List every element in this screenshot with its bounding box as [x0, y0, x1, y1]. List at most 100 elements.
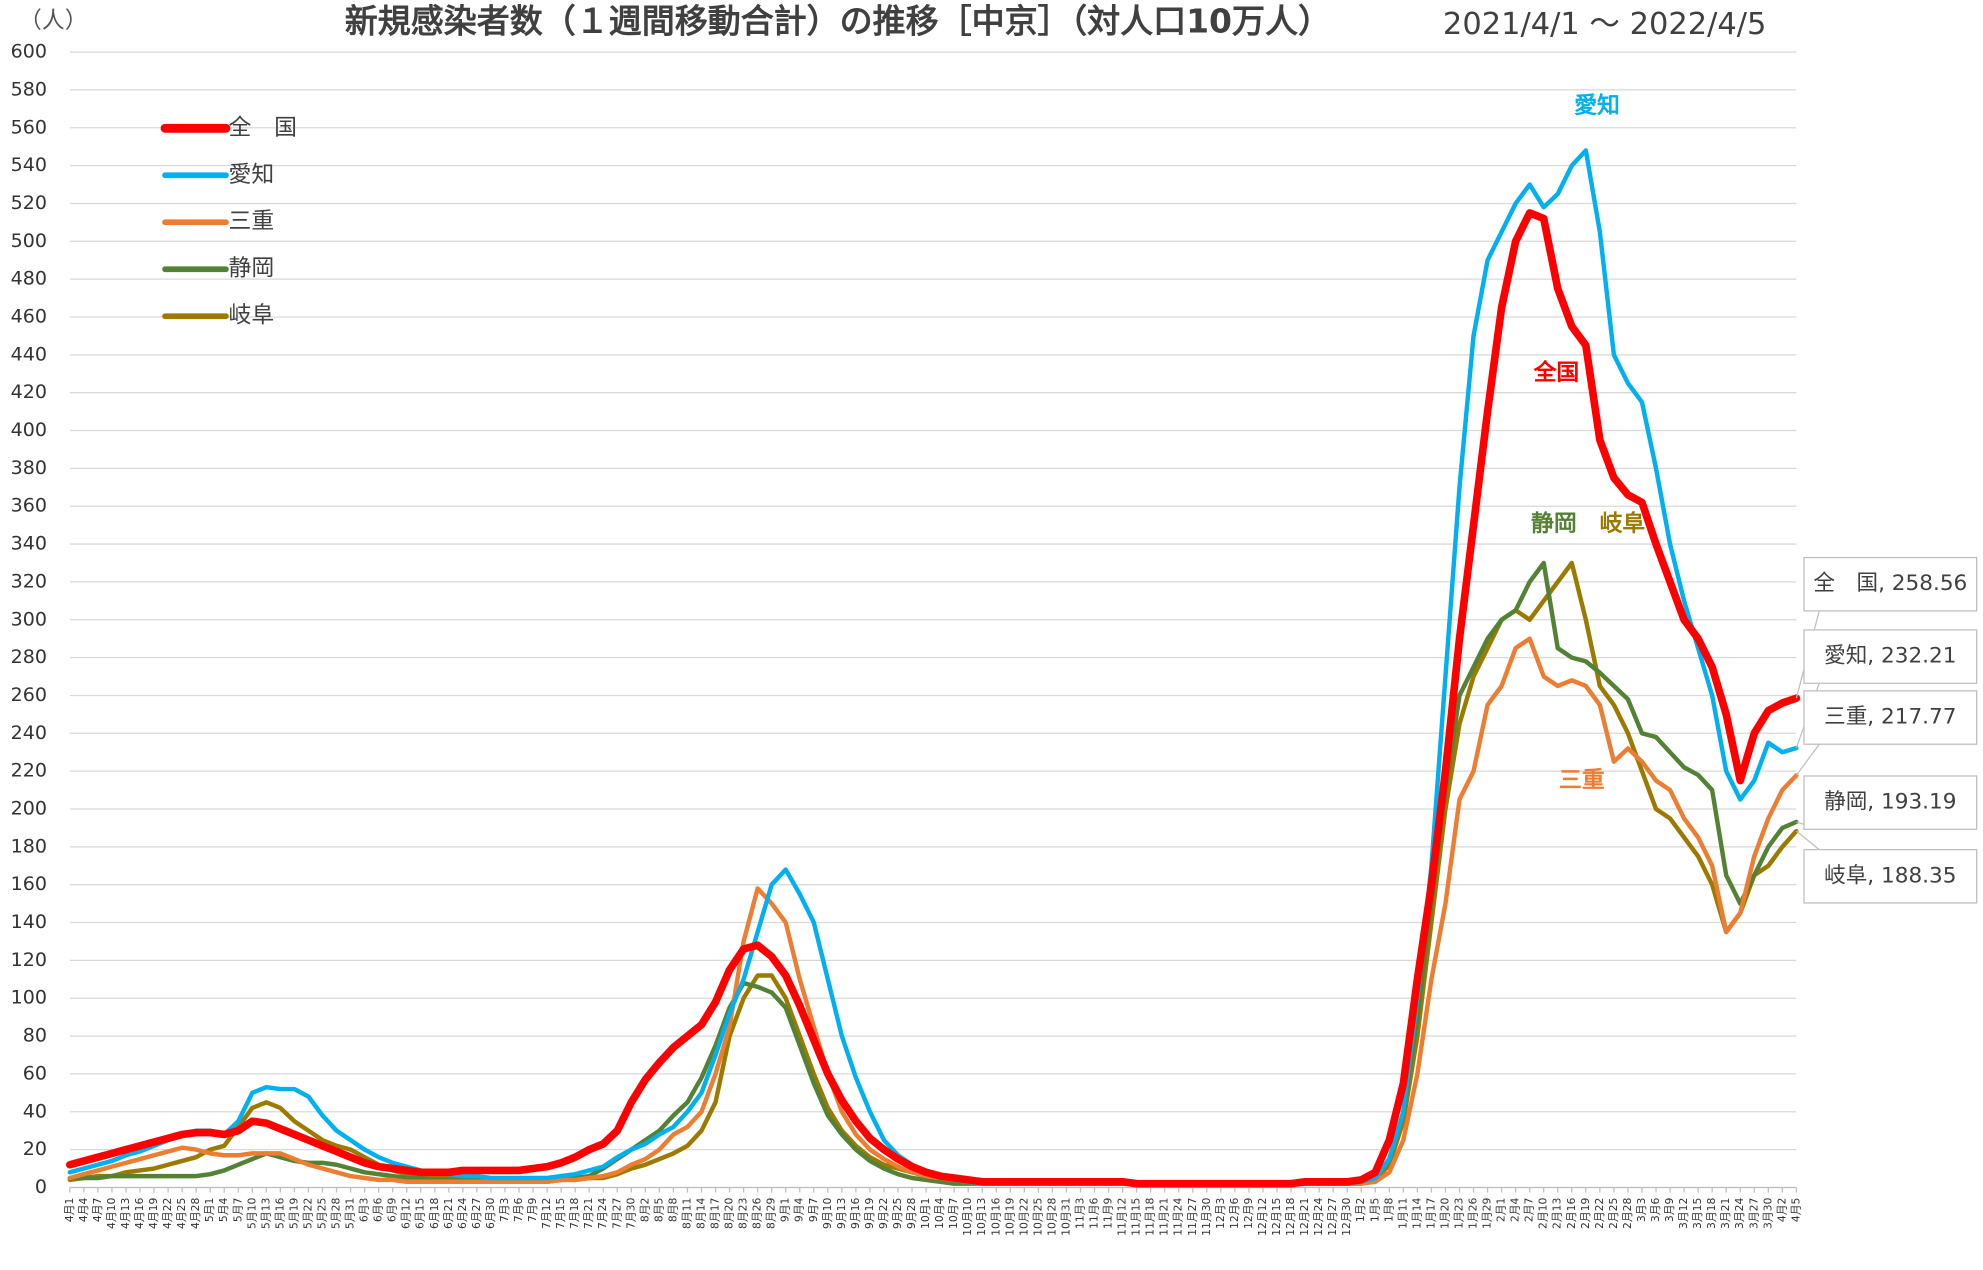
x-tick-label: 3月18 — [1705, 1197, 1718, 1229]
y-unit: （人） — [19, 8, 88, 34]
x-tick-label: 11月24 — [1172, 1197, 1185, 1235]
x-tick-label: 2月22 — [1593, 1198, 1606, 1229]
x-tick-label: 8月5 — [652, 1198, 665, 1223]
x-tick-label: 3月12 — [1677, 1198, 1690, 1229]
x-tick-label: 4月2 — [1775, 1198, 1788, 1223]
x-tick-label: 1月5 — [1368, 1198, 1381, 1223]
x-tick-label: 5月19 — [287, 1197, 300, 1229]
series-line — [67, 636, 1799, 1186]
x-tick-label: 12月3 — [1214, 1198, 1227, 1229]
x-tick-label: 8月26 — [751, 1197, 764, 1229]
legend-label: 全 国 — [229, 115, 298, 141]
data-label: 三重, 217.77 — [1824, 705, 1956, 730]
x-tick-label: 1月26 — [1467, 1197, 1480, 1229]
x-tick-label: 8月17 — [709, 1198, 722, 1229]
x-tick-label: 4月4 — [77, 1197, 90, 1222]
y-tick-label: 380 — [11, 457, 47, 479]
x-tick-label: 2月25 — [1607, 1198, 1620, 1229]
x-tick-label: 1月20 — [1438, 1197, 1451, 1229]
y-tick-label: 60 — [23, 1062, 47, 1084]
x-tick-label: 3月15 — [1691, 1198, 1704, 1229]
x-tick-label: 1月11 — [1396, 1198, 1409, 1229]
y-tick-label: 120 — [11, 949, 47, 971]
x-tick-label: 7月24 — [596, 1197, 609, 1229]
legend-label: 岐阜 — [229, 303, 275, 329]
x-tick-label: 12月18 — [1284, 1197, 1297, 1235]
x-tick-label: 4月25 — [175, 1198, 188, 1229]
x-tick-label: 10月10 — [961, 1197, 974, 1235]
x-tick-label: 10月25 — [1031, 1198, 1044, 1236]
x-tick-label: 5月10 — [245, 1197, 258, 1229]
x-tick-label: 6月15 — [414, 1198, 427, 1229]
y-tick-label: 140 — [11, 911, 47, 933]
x-tick-label: 7月9 — [526, 1197, 539, 1222]
x-tick-label: 7月12 — [540, 1198, 553, 1229]
x-tick-label: 6月9 — [386, 1197, 399, 1222]
x-tick-label: 4月1 — [63, 1198, 76, 1223]
x-tick-label: 5月31 — [344, 1198, 357, 1229]
y-tick-label: 360 — [11, 495, 47, 517]
x-tick-label: 5月16 — [273, 1197, 286, 1229]
series-line — [66, 209, 1801, 1188]
x-tick-label: 1月2 — [1354, 1198, 1367, 1223]
x-tick-label: 2月1 — [1495, 1198, 1508, 1223]
y-tick-label: 460 — [11, 305, 47, 327]
x-tick-label: 12月6 — [1228, 1197, 1241, 1229]
x-tick-label: 1月8 — [1382, 1197, 1395, 1222]
callout-leader — [1795, 743, 1820, 776]
x-tick-label: 6月24 — [456, 1197, 469, 1229]
x-tick-label: 8月29 — [765, 1197, 778, 1229]
y-tick-label: 500 — [11, 230, 47, 252]
y-tick-label: 200 — [11, 797, 47, 819]
x-tick-label: 3月24 — [1733, 1197, 1746, 1229]
data-label: 愛知, 232.21 — [1824, 644, 1956, 669]
y-tick-label: 20 — [23, 1138, 47, 1160]
x-tick-label: 9月13 — [835, 1198, 848, 1229]
y-tick-label: 220 — [11, 760, 47, 782]
x-tick-label: 8月2 — [638, 1198, 651, 1223]
x-tick-label: 10月1 — [919, 1198, 932, 1229]
x-tick-label: 3月6 — [1649, 1197, 1662, 1222]
y-tick-label: 580 — [11, 78, 47, 100]
x-tick-label: 11月27 — [1186, 1198, 1199, 1236]
x-tick-label: 8月23 — [737, 1198, 750, 1229]
y-tick-label: 240 — [11, 722, 47, 744]
x-tick-label: 5月4 — [217, 1197, 230, 1222]
x-tick-label: 12月21 — [1298, 1198, 1311, 1236]
x-tick-label: 11月9 — [1102, 1197, 1115, 1229]
x-tick-label: 9月25 — [891, 1198, 904, 1229]
x-tick-label: 8月14 — [694, 1197, 707, 1229]
x-tick-label: 10月19 — [1003, 1197, 1016, 1235]
x-tick-label: 11月18 — [1144, 1197, 1157, 1235]
x-tick-label: 10月7 — [947, 1198, 960, 1229]
x-tick-label: 7月6 — [512, 1197, 525, 1222]
x-tick-label: 5月7 — [231, 1198, 244, 1223]
x-tick-label: 5月22 — [301, 1198, 314, 1229]
y-tick-label: 160 — [11, 873, 47, 895]
y-tick-label: 560 — [11, 116, 47, 138]
x-tick-label: 7月27 — [610, 1198, 623, 1229]
x-tick-label: 7月3 — [498, 1198, 511, 1223]
y-tick-label: 420 — [11, 381, 47, 403]
y-tick-label: 320 — [11, 570, 47, 592]
x-tick-label: 7月18 — [568, 1197, 581, 1229]
x-tick-label: 11月15 — [1130, 1198, 1143, 1236]
x-tick-label: 12月24 — [1312, 1197, 1325, 1235]
y-tick-label: 40 — [23, 1100, 47, 1122]
x-tick-label: 11月21 — [1158, 1198, 1171, 1236]
x-tick-label: 4月5 — [1789, 1198, 1802, 1223]
x-tick-label: 6月27 — [470, 1198, 483, 1229]
chart-subtitle: 2021/4/1 〜 2022/4/5 — [1443, 7, 1766, 42]
x-tick-label: 10月4 — [933, 1197, 946, 1229]
x-tick-label: 8月8 — [666, 1197, 679, 1222]
y-tick-label: 440 — [11, 343, 47, 365]
legend-label: 三重 — [229, 209, 275, 235]
x-tick-label: 7月15 — [554, 1198, 567, 1229]
annotation: 岐阜 — [1600, 510, 1646, 537]
x-tick-label: 10月13 — [975, 1198, 988, 1236]
x-tick-label: 12月12 — [1256, 1198, 1269, 1236]
series-line — [67, 560, 1799, 1186]
x-tick-label: 6月12 — [400, 1198, 413, 1229]
x-tick-label: 12月30 — [1340, 1197, 1353, 1235]
